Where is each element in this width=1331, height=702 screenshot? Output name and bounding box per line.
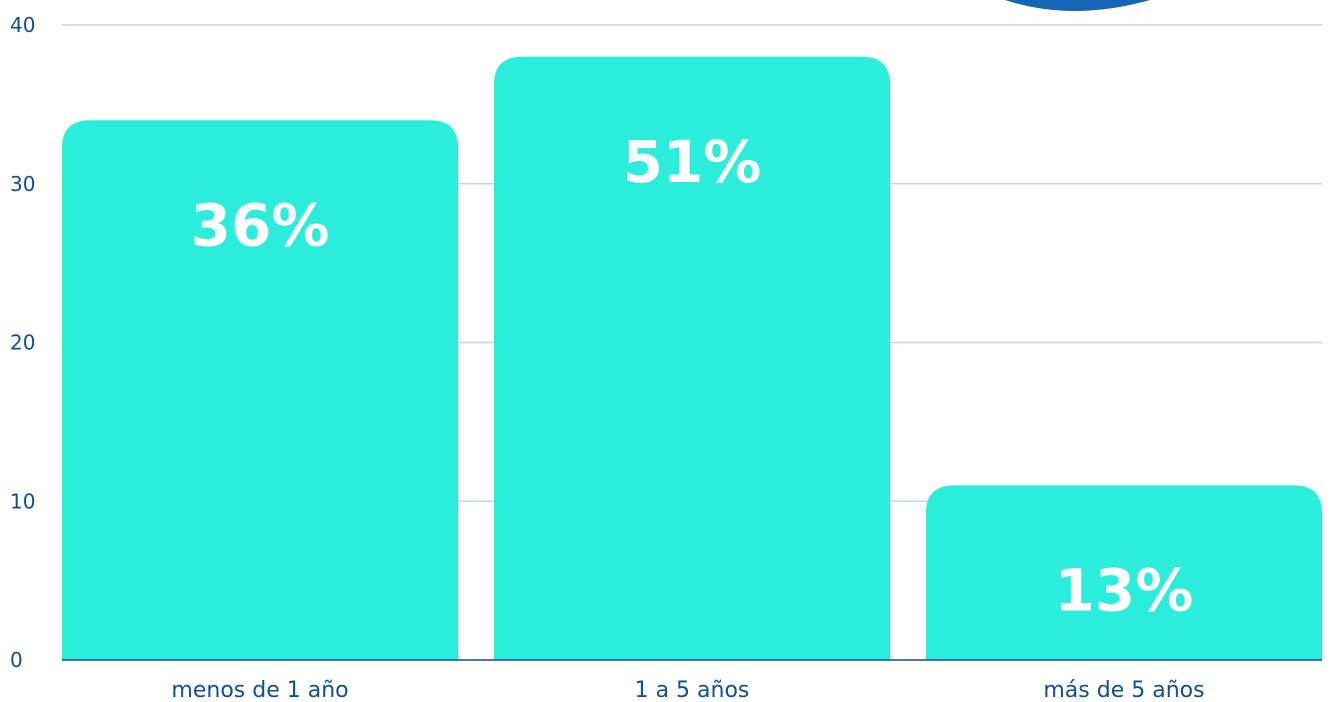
x-category-label: más de 5 años bbox=[1043, 678, 1204, 702]
bars bbox=[62, 56, 1322, 660]
y-tick-label: 10 bbox=[10, 489, 35, 513]
bar-data-label: 36% bbox=[191, 191, 330, 259]
x-axis-labels: menos de 1 año 1 a 5 años más de 5 años bbox=[171, 678, 1204, 702]
bar-data-labels: 36% 51% 13% bbox=[191, 128, 1194, 625]
y-tick-label: 30 bbox=[10, 172, 35, 196]
y-tick-label: 40 bbox=[10, 13, 35, 37]
x-category-label: 1 a 5 años bbox=[635, 678, 750, 702]
y-tick-label: 0 bbox=[10, 648, 23, 672]
corner-blob-shape bbox=[1005, 0, 1150, 11]
bar bbox=[493, 56, 891, 660]
bar bbox=[925, 485, 1322, 660]
bar-data-label: 51% bbox=[623, 128, 762, 196]
y-tick-label: 20 bbox=[10, 331, 35, 355]
y-axis-ticks: 0 10 20 30 40 bbox=[10, 13, 35, 672]
bar bbox=[62, 120, 459, 660]
bar-data-label: 13% bbox=[1055, 556, 1194, 624]
x-category-label: menos de 1 año bbox=[171, 678, 348, 702]
